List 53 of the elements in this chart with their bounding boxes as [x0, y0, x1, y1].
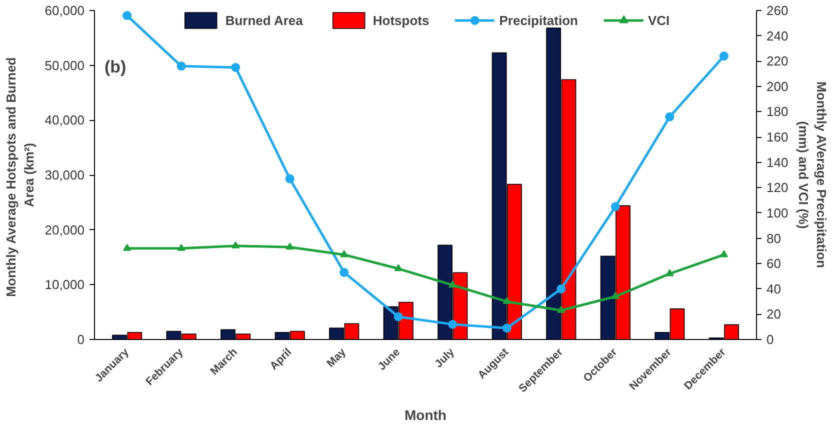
y2-tick-label: 0	[766, 332, 774, 347]
point	[176, 62, 186, 71]
y-tick-label: 60,000	[44, 3, 85, 18]
y2-tick-label: 220	[766, 54, 788, 69]
y-tick-label: 50,000	[44, 58, 85, 73]
legend-label: VCI	[648, 12, 670, 28]
point	[394, 264, 402, 272]
y2-tick-label: 200	[766, 78, 788, 94]
y2-tick-label: 140	[766, 154, 788, 170]
point	[177, 244, 186, 251]
point	[720, 250, 728, 258]
point	[611, 292, 620, 299]
point	[448, 280, 457, 288]
point	[285, 174, 294, 184]
y-tick-label: 0	[77, 332, 85, 347]
point	[448, 320, 458, 329]
legend-label: Precipitation	[499, 12, 578, 28]
y2-tick-label: 80	[766, 230, 781, 246]
point	[557, 306, 566, 313]
y-tick-label: 40,000	[44, 112, 85, 128]
y2-tick-label: 160	[766, 130, 788, 145]
y2-tick-label: 40	[766, 281, 781, 296]
point	[502, 324, 512, 333]
y2-tick-label: 20	[766, 306, 781, 322]
point	[394, 312, 403, 322]
y2-tick-label: 180	[766, 104, 788, 120]
y2-tick-label: 120	[766, 180, 788, 196]
y-axis-title: Monthly Average Hotspots and Burned Area (km²)	[4, 57, 37, 297]
x-axis-title: Month	[404, 407, 446, 424]
y2-tick-label: 260	[766, 3, 788, 18]
y-tick-label: 20,000	[44, 222, 85, 238]
point	[666, 269, 674, 276]
point	[610, 202, 620, 212]
point	[502, 296, 511, 304]
point	[556, 284, 566, 294]
annotation: (b)	[104, 57, 126, 76]
legend-label: Burned Area	[225, 12, 303, 28]
point	[719, 52, 728, 61]
point	[286, 242, 294, 250]
y2-tick-label: 240	[766, 28, 788, 44]
point	[122, 11, 132, 20]
legend-label: Hotspots	[372, 12, 430, 28]
y2-tick-label: 60	[766, 256, 781, 272]
y2-tick-label: 100	[766, 205, 788, 220]
point	[340, 268, 349, 277]
point	[665, 112, 674, 122]
point	[231, 62, 240, 72]
point	[232, 241, 240, 248]
y-tick-label: 10,000	[44, 277, 85, 292]
point	[340, 250, 348, 258]
point	[123, 244, 132, 251]
y-tick-label: 30,000	[44, 168, 85, 182]
y2-axis-title: Monthly AVerage Precipitation (mm) and VCI (%)	[796, 82, 830, 268]
